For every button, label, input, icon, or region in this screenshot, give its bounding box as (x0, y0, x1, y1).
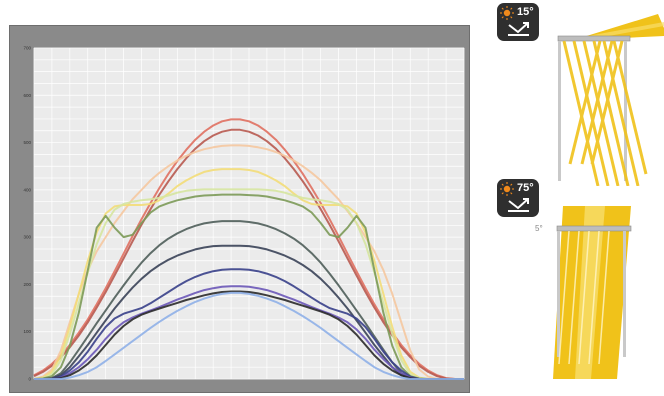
y-tick-label: 700 (23, 46, 31, 51)
y-tick-label: 500 (23, 140, 31, 145)
sun-angle-badge-15: 15° (497, 3, 539, 41)
series-line-11 (34, 290, 464, 380)
y-tick-label: 600 (23, 93, 31, 98)
y-tick-label: 0 (28, 377, 31, 382)
reflect-arrow-icon (508, 198, 529, 212)
sun-angle-badge-75: 75° (497, 179, 539, 217)
y-axis-ticks: 0 100 200 300 400 500 600 700 (23, 46, 31, 382)
bottom-panel-illustration (545, 204, 664, 379)
reflect-arrow-icon (508, 22, 529, 36)
y-tick-label: 300 (23, 235, 31, 240)
y-tick-label: 400 (23, 187, 31, 192)
series-line-3 (33, 144, 464, 380)
line-chart: 0 100 200 300 400 500 600 700 (23, 46, 465, 382)
series-line-12 (34, 291, 464, 380)
y-tick-label: 100 (23, 329, 31, 334)
series-line-9 (34, 268, 464, 380)
angle-value: 75° (517, 182, 534, 194)
top-panel-illustration (540, 14, 664, 187)
series-line-4 (33, 168, 464, 380)
series-lines (33, 118, 464, 380)
series-line-5 (33, 188, 464, 380)
sun-icon (500, 182, 514, 196)
y-tick-label: 200 (23, 282, 31, 287)
panel-angle-label: 5° (535, 224, 543, 233)
sun-icon (500, 6, 514, 20)
series-line-10 (34, 285, 464, 380)
series-line-6 (33, 193, 464, 380)
angle-value: 15° (517, 6, 534, 18)
chart-window: 0 100 200 300 400 500 600 700 (9, 25, 470, 393)
